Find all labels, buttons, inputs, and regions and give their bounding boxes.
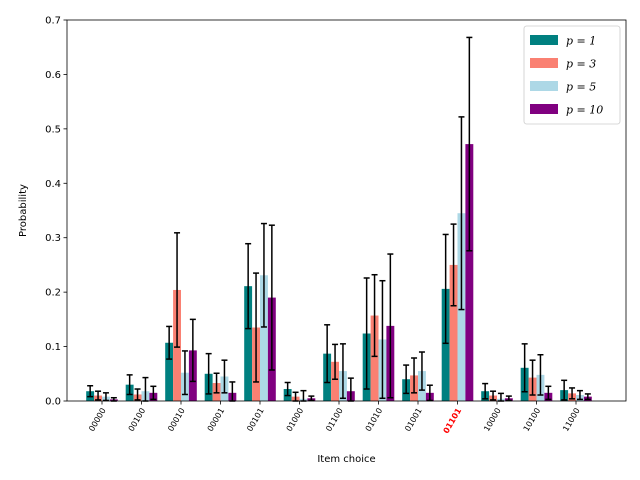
error-bar-10000-series-1 (490, 390, 497, 401)
error-bar-10000-series-0 (482, 382, 489, 400)
legend-swatch-series-2 (530, 81, 558, 91)
y-tick-label: 0.4 (45, 179, 61, 190)
error-bar-00010-series-0 (166, 325, 173, 360)
error-bar-11000-series-1 (569, 387, 576, 400)
legend-label-series-1: p = 3 (566, 58, 596, 71)
error-bar-01010-series-1 (371, 273, 378, 358)
y-axis: 0.0 0.1 0.2 0.3 0.4 0.5 0.6 0.7 (45, 16, 67, 408)
error-bar-00101-series-3 (268, 224, 275, 371)
x-tick-label: 10100 (522, 407, 543, 434)
x-tick-label: 11000 (561, 407, 582, 434)
legend: p = 1 p = 3 p = 5 p = 10 (523, 25, 621, 125)
error-bar-11000-series-2 (576, 389, 583, 401)
error-bar-00100-series-1 (134, 388, 141, 401)
error-bar-00010-series-1 (174, 232, 181, 348)
error-bar-10100-series-3 (545, 385, 552, 401)
error-bar-00101-series-2 (260, 222, 267, 328)
x-tick-label: 00010 (166, 407, 187, 434)
error-bar-01001-series-2 (418, 351, 425, 391)
bar-01010-series-1 (370, 315, 379, 401)
x-tick-label: 00000 (87, 407, 108, 434)
error-bars-layer (87, 36, 591, 402)
error-bar-01100-series-2 (339, 343, 346, 400)
error-bar-00000-series-3 (110, 396, 117, 402)
bar-01101-series-3 (465, 144, 474, 401)
error-bar-01100-series-1 (332, 343, 339, 380)
x-tick-label: 01000 (285, 407, 306, 434)
error-bar-01000-series-3 (308, 395, 315, 402)
bars-layer (86, 144, 592, 401)
bar-00010-series-0 (165, 342, 174, 401)
error-bar-00000-series-2 (102, 392, 109, 402)
x-tick-label: 01010 (364, 407, 385, 434)
error-bar-00010-series-2 (181, 350, 188, 396)
y-tick-label: 0.3 (45, 233, 61, 244)
error-bar-01100-series-0 (324, 324, 331, 384)
y-axis-label: Probability (18, 184, 29, 237)
legend-swatch-series-1 (530, 58, 558, 68)
error-bar-01001-series-0 (403, 364, 410, 395)
legend-swatch-series-0 (530, 35, 558, 45)
error-bar-10100-series-2 (537, 353, 544, 396)
legend-label-series-0: p = 1 (566, 35, 596, 48)
bar-01101-series-1 (449, 264, 458, 401)
error-bar-01101-series-1 (450, 223, 457, 307)
error-bar-11000-series-0 (561, 379, 568, 401)
y-tick-label: 0.6 (45, 70, 61, 81)
error-bar-01101-series-3 (466, 36, 473, 252)
x-tick-label: 10000 (482, 407, 503, 434)
error-bar-00101-series-0 (245, 242, 252, 330)
error-bar-00001-series-0 (205, 352, 212, 395)
x-tick-label: 01100 (324, 407, 345, 434)
error-bar-01001-series-3 (426, 384, 433, 402)
y-tick-label: 0.0 (45, 397, 61, 408)
error-bar-00100-series-0 (126, 374, 133, 396)
legend-label-series-2: p = 5 (566, 81, 596, 94)
bar-01100-series-1 (331, 361, 339, 401)
x-tick-label: 00001 (206, 407, 227, 434)
y-tick-label: 0.1 (45, 342, 61, 353)
error-bar-00001-series-1 (213, 372, 220, 394)
error-bar-00000-series-0 (87, 385, 94, 398)
x-tick-label: 00100 (127, 407, 148, 434)
error-bar-01010-series-0 (363, 277, 370, 390)
x-axis: 00000 00100 00010 00001 00101 01000 01100 01010… (87, 401, 582, 435)
error-bar-00010-series-3 (189, 318, 196, 383)
legend-label-series-3: p = 10 (566, 104, 603, 117)
error-bar-01101-series-2 (458, 116, 465, 311)
error-bar-00001-series-2 (221, 359, 228, 394)
error-bar-00100-series-3 (150, 385, 157, 401)
error-bar-01000-series-0 (284, 381, 291, 397)
y-tick-label: 0.7 (45, 16, 61, 27)
plot-frame (66, 19, 627, 402)
bar-00101-series-2 (260, 275, 268, 401)
error-bar-00000-series-1 (95, 390, 102, 401)
error-bar-10100-series-1 (529, 359, 536, 396)
bar-01101-series-0 (441, 288, 450, 401)
x-tick-label: 00101 (245, 407, 266, 434)
error-bar-10000-series-3 (505, 395, 512, 402)
bar-00101-series-0 (244, 286, 253, 401)
error-bar-01001-series-1 (411, 357, 418, 394)
error-bar-00101-series-1 (253, 272, 260, 383)
x-tick-label-highlighted: 01101 (442, 406, 464, 435)
error-bar-11000-series-3 (584, 393, 591, 401)
error-bar-01010-series-3 (387, 253, 394, 399)
x-axis-label: Item choice (317, 454, 375, 465)
legend-box (523, 25, 621, 125)
x-tick-label: 01001 (403, 407, 424, 434)
y-tick-label: 0.2 (45, 288, 61, 299)
error-bar-01010-series-2 (379, 279, 386, 400)
y-tick-label: 0.5 (45, 124, 61, 135)
error-bar-01101-series-0 (442, 233, 449, 345)
error-bar-10100-series-0 (521, 343, 528, 393)
legend-swatch-series-3 (530, 104, 558, 114)
